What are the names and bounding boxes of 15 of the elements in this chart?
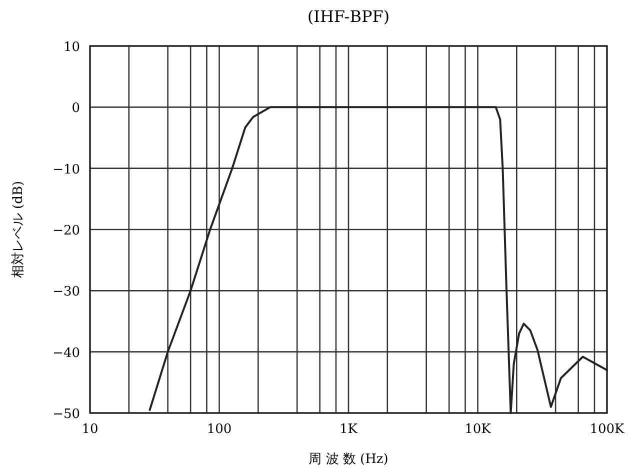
- chart-title: (IHF-BPF): [307, 7, 390, 26]
- y-tick-label: 0: [72, 101, 80, 116]
- x-tick-label: 100K: [590, 422, 625, 437]
- x-tick-label: 10K: [464, 422, 492, 437]
- y-tick-label: 10: [63, 40, 80, 55]
- y-axis-title: 相対レベル (dB): [10, 180, 26, 278]
- y-tick-label: −30: [52, 284, 80, 300]
- y-tick-label: −40: [52, 346, 80, 361]
- x-tick-label: 10: [82, 422, 98, 437]
- y-tick-label: −20: [52, 224, 80, 238]
- x-tick-label: 1K: [340, 422, 358, 437]
- x-tick-label: 100: [206, 422, 232, 437]
- y-tick-label: −50: [52, 407, 80, 422]
- y-tick-label: −10: [52, 162, 80, 178]
- x-axis-title: 周 波 数 (Hz): [308, 452, 388, 467]
